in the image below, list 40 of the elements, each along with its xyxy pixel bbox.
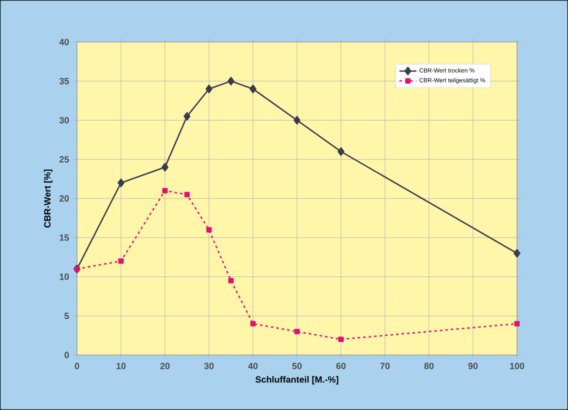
point: [514, 321, 520, 326]
point: [206, 227, 212, 233]
point: [338, 147, 344, 156]
y-tick-label: 15: [60, 234, 69, 241]
y-tick-label: 35: [59, 78, 69, 84]
x-axis-title: Schluffanteil [M.-%]: [256, 376, 338, 384]
point: [228, 76, 234, 86]
x-tick-label: 90: [468, 362, 478, 370]
y-tick-label: 40: [59, 38, 69, 46]
x-tick-label: 80: [424, 362, 434, 370]
point: [162, 162, 168, 172]
x-tick-label: 60: [336, 362, 346, 370]
point: [250, 84, 256, 94]
point: [228, 278, 234, 284]
x-tick-label: 0: [74, 362, 80, 370]
y-tick-label: 0: [64, 352, 69, 358]
y-tick-label: 20: [60, 195, 69, 202]
x-tick-label: 40: [248, 362, 258, 370]
x-tick-label: 50: [292, 362, 302, 370]
point: [184, 112, 190, 121]
point: [184, 192, 190, 198]
y-tick-label: 30: [59, 117, 69, 124]
x-tick-label: 10: [116, 362, 126, 370]
x-tick-label: 30: [204, 362, 214, 370]
x-tick-label: 70: [380, 362, 390, 370]
point: [250, 321, 256, 326]
point: [514, 248, 520, 258]
point: [338, 336, 344, 342]
point: [118, 178, 124, 188]
x-tick-label: 20: [160, 362, 170, 370]
point: [162, 188, 168, 194]
y-tick-label: 25: [60, 156, 69, 163]
point: [294, 328, 300, 334]
y-axis-title: CBR-Wert [%]: [44, 170, 52, 228]
y-tick-label: 10: [60, 274, 69, 280]
y-tick-label: 5: [64, 312, 69, 320]
point: [118, 258, 124, 264]
point: [294, 116, 300, 125]
x-tick-label: 100: [510, 362, 524, 370]
point: [206, 84, 212, 94]
